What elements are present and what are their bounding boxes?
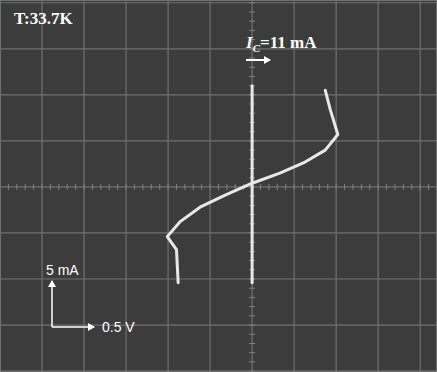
minor-tick <box>249 334 255 335</box>
minor-tick <box>58 184 59 190</box>
minor-tick <box>319 184 320 190</box>
minor-tick <box>394 184 395 190</box>
minor-tick <box>249 325 255 326</box>
minor-tick <box>134 184 135 190</box>
scale-bar-y <box>51 281 53 327</box>
minor-tick <box>159 184 160 190</box>
minor-tick <box>226 184 227 190</box>
minor-tick <box>260 184 261 190</box>
scale-bar-x <box>52 326 94 328</box>
minor-tick <box>50 184 51 190</box>
minor-tick <box>249 76 255 77</box>
minor-tick <box>168 184 169 190</box>
minor-tick <box>109 184 110 190</box>
minor-tick <box>100 184 101 190</box>
minor-tick <box>378 184 379 190</box>
minor-tick <box>403 184 404 190</box>
grid-line-x <box>378 0 379 372</box>
minor-tick <box>117 184 118 190</box>
minor-tick <box>369 184 370 190</box>
grid-line-x <box>125 0 126 372</box>
minor-tick <box>268 184 269 190</box>
minor-tick <box>16 184 17 190</box>
scale-label-x: 0.5 V <box>102 319 135 335</box>
ic-arrow <box>246 59 270 61</box>
scale-label-y: 5 mA <box>46 262 79 278</box>
grid-line-x <box>336 0 337 372</box>
grid-line-x <box>294 0 295 372</box>
plot-frame <box>1 1 437 372</box>
minor-tick <box>302 184 303 190</box>
minor-tick <box>249 297 255 298</box>
minor-tick <box>249 30 255 31</box>
minor-tick <box>249 288 255 289</box>
minor-tick <box>151 184 152 190</box>
grid-line-x <box>83 0 84 372</box>
grid-line-x <box>167 0 168 372</box>
minor-tick <box>193 184 194 190</box>
minor-tick <box>428 184 429 190</box>
minor-tick <box>361 184 362 190</box>
minor-tick <box>75 184 76 190</box>
grid-line-y <box>0 278 437 279</box>
grid-line-y <box>0 48 437 49</box>
minor-tick <box>249 315 255 316</box>
minor-tick <box>84 184 85 190</box>
minor-tick <box>249 343 255 344</box>
minor-tick <box>411 184 412 190</box>
minor-tick <box>352 184 353 190</box>
grid-line-y <box>0 94 437 95</box>
minor-tick <box>218 184 219 190</box>
minor-tick <box>67 184 68 190</box>
minor-tick <box>184 184 185 190</box>
minor-tick <box>249 67 255 68</box>
minor-tick <box>176 184 177 190</box>
grid-line-x <box>420 0 421 372</box>
chart: T:33.7K IC=11 mA 5 mA 0.5 V <box>0 0 437 372</box>
minor-tick <box>25 184 26 190</box>
minor-tick <box>142 184 143 190</box>
grid-line-x <box>209 0 210 372</box>
minor-tick <box>310 184 311 190</box>
minor-tick <box>344 184 345 190</box>
minor-tick <box>126 184 127 190</box>
minor-tick <box>327 184 328 190</box>
minor-tick <box>294 184 295 190</box>
grid-line-y <box>0 2 437 3</box>
minor-tick <box>249 21 255 22</box>
grid <box>0 0 437 372</box>
minor-tick <box>336 184 337 190</box>
minor-tick <box>285 184 286 190</box>
minor-tick <box>8 184 9 190</box>
grid-line-y <box>0 324 437 325</box>
minor-tick <box>420 184 421 190</box>
scope-screen: T:33.7K IC=11 mA 5 mA 0.5 V <box>0 0 437 372</box>
grid-line-y <box>0 140 437 141</box>
grid-line-y <box>0 232 437 233</box>
minor-tick <box>92 184 93 190</box>
minor-tick <box>33 184 34 190</box>
minor-tick <box>201 184 202 190</box>
minor-tick <box>210 184 211 190</box>
ic-label: IC=11 mA <box>245 33 317 54</box>
ic-label-rest: =11 mA <box>260 33 317 52</box>
minor-tick <box>386 184 387 190</box>
background <box>0 0 437 372</box>
iv-trace <box>167 90 338 282</box>
minor-tick <box>277 184 278 190</box>
minor-tick <box>249 58 255 59</box>
traces <box>167 86 338 283</box>
minor-tick <box>249 2 255 3</box>
minor-tick <box>249 352 255 353</box>
title: T:33.7K <box>14 9 73 28</box>
minor-tick <box>42 184 43 190</box>
minor-tick <box>249 11 255 12</box>
grid-line-x <box>41 0 42 372</box>
minor-tick <box>249 361 255 362</box>
minor-tick <box>249 306 255 307</box>
